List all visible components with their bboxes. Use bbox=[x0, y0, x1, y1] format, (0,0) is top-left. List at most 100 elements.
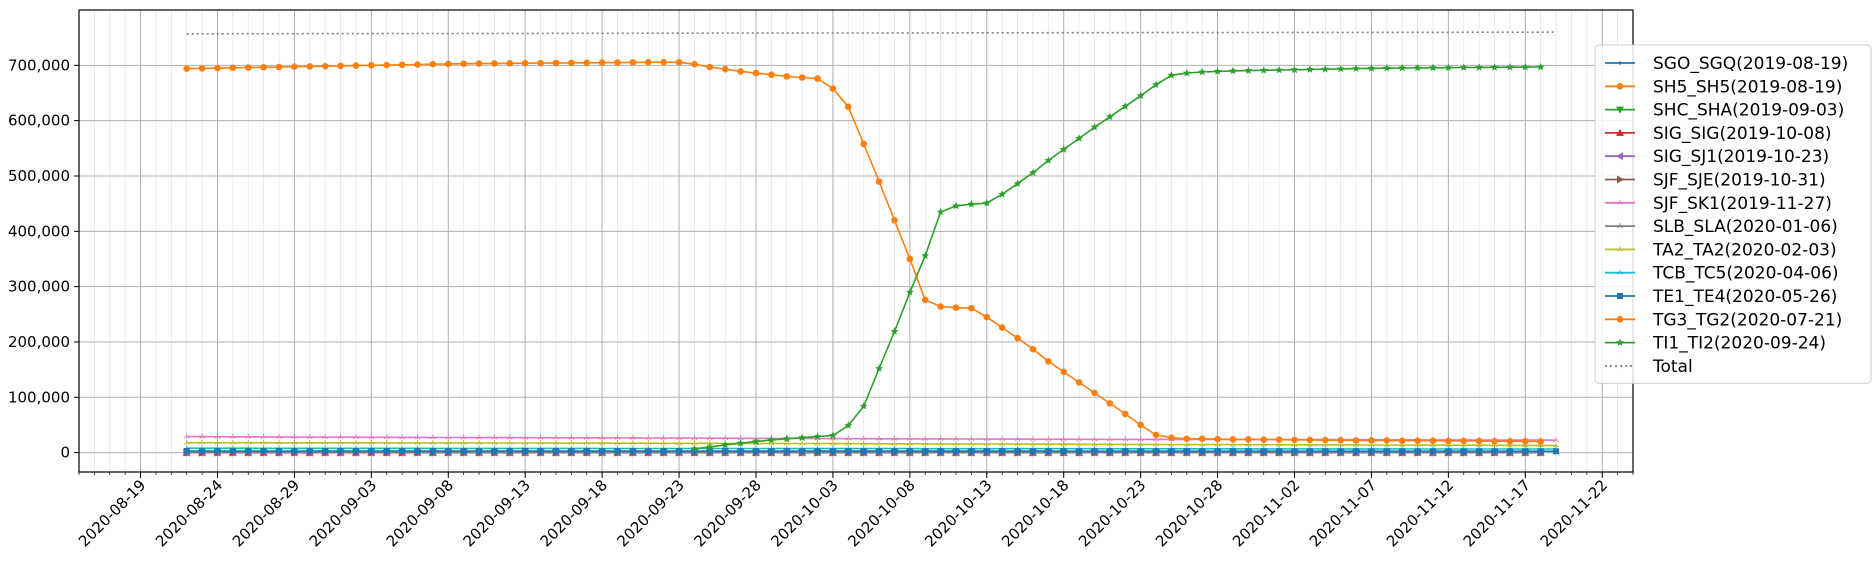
data-point bbox=[214, 64, 221, 72]
marker-stroke bbox=[1045, 443, 1049, 447]
data-point bbox=[768, 71, 775, 79]
data-point bbox=[860, 448, 867, 455]
data-point bbox=[1137, 436, 1144, 442]
x-tick-label: 2020-11-07 bbox=[1306, 476, 1380, 550]
marker-stroke bbox=[1107, 443, 1111, 447]
data-point bbox=[860, 435, 867, 441]
marker-stroke bbox=[1291, 444, 1295, 447]
data-point bbox=[614, 434, 621, 440]
marker-stroke bbox=[863, 438, 867, 441]
marker-stroke bbox=[1337, 444, 1341, 447]
marker-stroke bbox=[432, 437, 436, 440]
marker-stroke bbox=[1214, 444, 1218, 447]
data-point bbox=[1168, 434, 1175, 441]
data-point bbox=[814, 440, 821, 446]
series-te1-te4-2020-05-26 bbox=[183, 447, 1560, 455]
data-point bbox=[276, 433, 282, 439]
x-tick-label: 2020-10-03 bbox=[767, 476, 841, 550]
marker-stroke bbox=[1445, 444, 1449, 448]
data-point bbox=[828, 431, 837, 439]
data-point bbox=[1107, 436, 1113, 442]
data-point bbox=[890, 327, 899, 335]
legend-marker bbox=[1617, 293, 1623, 299]
legend-marker bbox=[1616, 106, 1624, 114]
data-point bbox=[1475, 437, 1483, 445]
data-point bbox=[1059, 145, 1068, 153]
data-point bbox=[521, 59, 529, 67]
marker-stroke bbox=[448, 442, 452, 445]
marker-stroke bbox=[586, 442, 590, 446]
data-point bbox=[968, 440, 975, 446]
data-point bbox=[383, 61, 391, 69]
data-point bbox=[1522, 448, 1529, 455]
marker-stroke bbox=[1430, 444, 1434, 448]
marker-stroke bbox=[1017, 438, 1021, 442]
marker-stroke bbox=[1525, 444, 1529, 448]
data-point bbox=[814, 448, 821, 455]
data-point bbox=[260, 63, 267, 71]
data-point bbox=[337, 434, 344, 440]
data-point bbox=[430, 434, 436, 440]
data-point bbox=[1506, 448, 1513, 455]
data-point bbox=[1291, 436, 1298, 444]
marker-stroke bbox=[1014, 443, 1018, 447]
marker-stroke bbox=[1353, 444, 1357, 447]
marker-stroke bbox=[383, 442, 387, 445]
data-point bbox=[491, 439, 498, 445]
marker-stroke bbox=[1094, 443, 1098, 447]
marker-stroke bbox=[691, 437, 695, 441]
data-point bbox=[876, 448, 883, 455]
marker-stroke bbox=[555, 442, 559, 445]
marker-stroke bbox=[230, 442, 234, 445]
data-point bbox=[1275, 436, 1283, 443]
marker-stroke bbox=[583, 442, 587, 446]
marker-stroke bbox=[817, 438, 821, 441]
data-point bbox=[767, 435, 776, 444]
data-point bbox=[506, 439, 513, 445]
data-point bbox=[1429, 437, 1437, 445]
data-point bbox=[1444, 63, 1453, 72]
data-point bbox=[460, 448, 467, 455]
marker-stroke bbox=[337, 436, 341, 440]
marker-stroke bbox=[1368, 444, 1372, 447]
marker-stroke bbox=[571, 437, 575, 440]
data-point bbox=[705, 442, 714, 451]
marker-stroke bbox=[1032, 443, 1036, 447]
marker-stroke bbox=[353, 442, 357, 445]
marker-stroke bbox=[1322, 444, 1326, 447]
marker-stroke bbox=[230, 436, 234, 439]
data-point bbox=[414, 434, 421, 440]
marker-stroke bbox=[1507, 444, 1511, 448]
data-point bbox=[645, 440, 652, 446]
x-tick-label: 2020-09-03 bbox=[306, 476, 380, 550]
data-point bbox=[1214, 435, 1221, 443]
y-tick-label: 400,000 bbox=[8, 222, 70, 240]
marker-stroke bbox=[463, 437, 467, 440]
marker-stroke bbox=[1125, 438, 1129, 442]
data-point bbox=[568, 448, 575, 455]
x-tick-label: 2020-10-13 bbox=[921, 476, 995, 550]
marker-stroke bbox=[1168, 444, 1172, 447]
marker-stroke bbox=[199, 442, 203, 445]
marker-stroke bbox=[1491, 444, 1495, 448]
data-point bbox=[568, 440, 575, 446]
data-point bbox=[937, 303, 944, 310]
data-point bbox=[1183, 448, 1190, 455]
marker-stroke bbox=[1017, 443, 1021, 447]
marker-stroke bbox=[1509, 444, 1513, 448]
marker-stroke bbox=[553, 442, 557, 445]
data-point bbox=[845, 103, 852, 111]
series-line bbox=[694, 66, 1541, 450]
data-point bbox=[783, 73, 791, 80]
data-point bbox=[183, 433, 190, 439]
marker-stroke bbox=[801, 443, 805, 446]
data-point bbox=[1014, 448, 1021, 455]
data-point bbox=[1290, 65, 1299, 74]
marker-stroke bbox=[1401, 444, 1406, 447]
series-tg3-tg2-2020-07-21 bbox=[183, 58, 1544, 445]
data-point bbox=[630, 434, 636, 440]
data-point bbox=[306, 439, 313, 445]
marker-stroke bbox=[494, 442, 498, 445]
data-point bbox=[1383, 437, 1391, 444]
marker-stroke bbox=[876, 443, 880, 446]
